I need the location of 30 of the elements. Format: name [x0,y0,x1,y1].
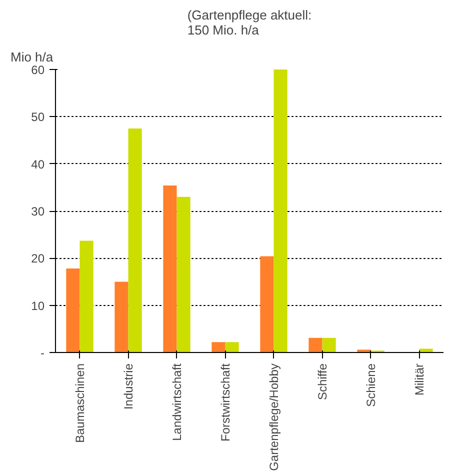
bar [419,348,433,352]
y-tick-label: 30 [31,204,45,218]
x-tick-label: Militär [412,363,426,396]
y-tick-label: 20 [31,252,45,266]
x-tick-label: Schiffe [315,363,330,400]
x-tick-label: Baumaschinen [72,363,87,443]
bar [66,268,80,352]
y-tick-label: 10 [31,298,45,313]
x-tick-label: Landwirtschaft [170,362,184,441]
bar [114,282,128,352]
x-tick-label: Gartenpflege/Hobby [266,363,281,471]
bar [274,70,288,352]
y-axis-title: Mio h/a [10,50,54,64]
y-tick-label: - [40,346,45,360]
bar [260,256,274,352]
y-tick-label: 50 [31,110,45,124]
bar [163,186,177,352]
bar [212,342,226,352]
bar [80,240,94,352]
bar [322,338,336,352]
x-tick-label: Industrie [121,363,136,410]
y-tick-label: 40 [31,157,45,172]
bar [225,342,239,352]
y-tick-label: 60 [31,63,45,77]
bar [308,338,322,352]
x-tick-label: Forstwirtschaft [218,362,232,442]
bar [128,128,142,352]
bar [176,196,190,352]
text: (Gartenpflege aktuell: 150 Mio. h/a [187,8,312,38]
x-tick-label: Schiene [364,363,378,407]
